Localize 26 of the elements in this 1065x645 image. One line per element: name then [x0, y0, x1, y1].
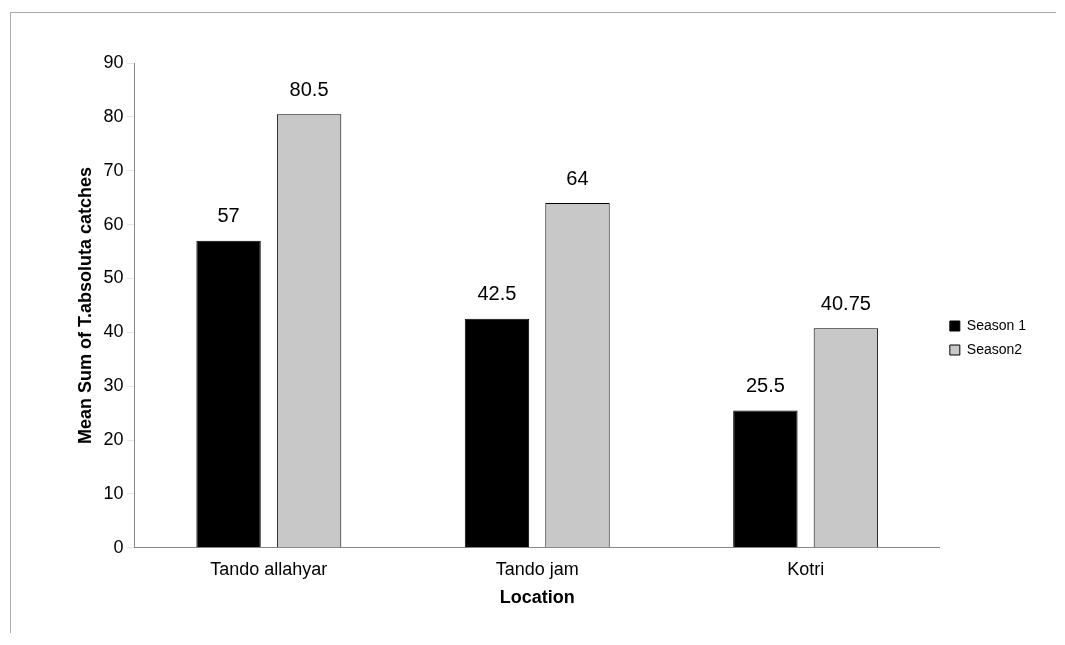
x-axis-title: Location [499, 587, 575, 608]
data-label: 42.5 [477, 282, 517, 305]
data-label: 57 [217, 204, 240, 227]
x-tick-label: Tando allahyar [210, 558, 328, 579]
data-label: 25.5 [745, 373, 785, 396]
y-tick-label: 60 [103, 213, 124, 234]
bar [733, 410, 798, 548]
y-tick-label: 20 [103, 429, 124, 450]
data-label: 80.5 [289, 77, 329, 100]
data-label: 64 [566, 166, 589, 189]
y-tick-label: 70 [103, 159, 124, 180]
legend-label: Season2 [966, 340, 1023, 357]
y-tick-label: 50 [103, 267, 124, 288]
y-tick-label: 0 [113, 536, 124, 557]
data-label: 40.75 [820, 291, 871, 314]
y-axis-title: Mean Sum of T.absoluta catches [74, 166, 95, 444]
y-tick-label: 80 [103, 105, 124, 126]
y-tick-label: 40 [103, 321, 124, 342]
y-tick-label: 10 [103, 482, 124, 503]
x-tick-label: Tando jam [495, 558, 579, 579]
legend-label: Season 1 [966, 316, 1027, 333]
bar [196, 240, 261, 548]
y-tick-label: 30 [103, 375, 124, 396]
y-tick-label: 90 [103, 51, 124, 72]
x-tick-label: Kotri [787, 558, 825, 579]
bar [464, 318, 530, 548]
